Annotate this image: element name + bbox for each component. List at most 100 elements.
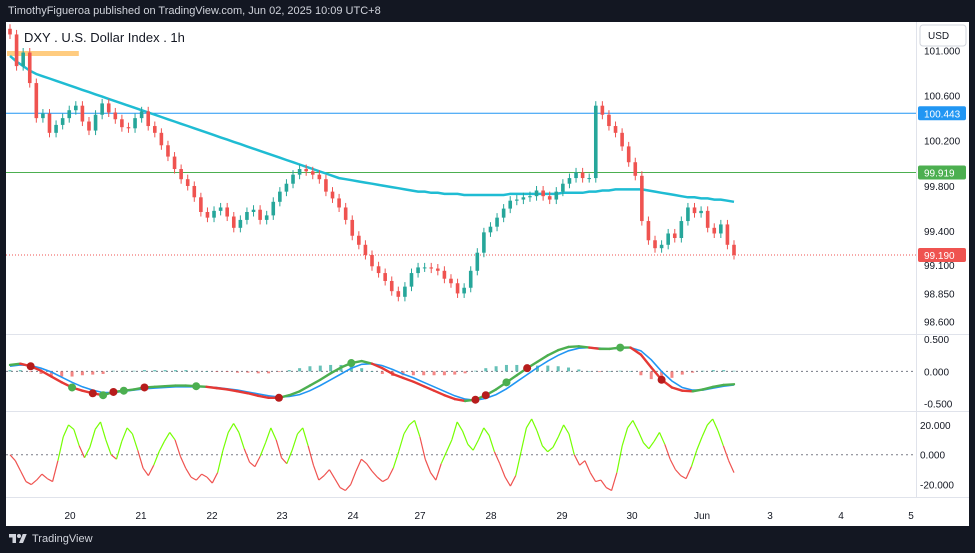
tradingview-brand[interactable]: TradingView	[32, 533, 93, 545]
time-tick-label: 4	[838, 511, 844, 522]
osc-histogram-bar	[225, 371, 229, 373]
mom-segment	[291, 433, 299, 451]
candle-body	[87, 121, 91, 131]
osc-histogram-bar	[256, 371, 260, 374]
price-label-box	[918, 247, 966, 262]
osc-histogram-bar	[308, 366, 312, 372]
osc-fast-segment	[639, 353, 653, 369]
candle-body	[567, 178, 572, 184]
osc-fast-segment	[701, 385, 715, 391]
candle-body	[14, 34, 19, 67]
osc-histogram-bar	[60, 371, 64, 377]
osc-histogram-bar	[111, 370, 115, 372]
osc-fast-segment	[536, 354, 550, 363]
candle-body	[495, 217, 499, 227]
candle-body	[185, 179, 190, 186]
candle-body	[422, 267, 427, 269]
osc-cross-marker	[68, 383, 77, 392]
osc-histogram-bar	[194, 370, 198, 372]
candle-body	[468, 270, 473, 288]
candle-body	[146, 111, 151, 127]
osc-fast-segment	[381, 366, 394, 376]
mom-segment	[627, 420, 634, 429]
osc-fast-segment	[236, 390, 250, 395]
candle-body	[389, 280, 394, 292]
mom-segment	[493, 451, 501, 464]
candle-body	[317, 174, 322, 180]
mom-segment	[461, 430, 469, 445]
time-tick-label: 27	[414, 511, 426, 522]
mom-segment	[382, 478, 389, 483]
candle-body	[436, 268, 440, 271]
candle-body	[350, 219, 355, 236]
mom-segment	[36, 473, 43, 481]
candle-body	[732, 244, 736, 255]
candle-body	[416, 267, 420, 274]
candle-body	[640, 175, 644, 222]
mom-segment	[339, 487, 346, 492]
osc-cross-marker	[274, 393, 283, 402]
candle-body	[8, 28, 12, 35]
osc-cross-marker	[657, 375, 666, 384]
candle-body	[245, 211, 249, 220]
mom-segment	[717, 430, 724, 447]
mom-segment	[467, 443, 474, 451]
candle-body	[74, 105, 78, 111]
mom-segment	[371, 470, 378, 478]
osc-histogram-bar	[649, 371, 653, 380]
candle-body	[580, 172, 585, 179]
mom-segment	[270, 427, 277, 441]
mom-segment	[472, 439, 480, 451]
time-tick-label: 29	[556, 511, 568, 522]
osc-fast-segment	[205, 385, 219, 390]
osc-histogram-bar	[556, 366, 560, 372]
osc-histogram-bar	[80, 371, 84, 376]
candle-body	[297, 169, 302, 175]
mom-segment	[126, 427, 133, 435]
mom-segment	[653, 432, 660, 442]
price-axis[interactable]: 101.000100.600100.20099.80099.40099.1009…	[924, 46, 961, 328]
osc-cross-marker	[616, 343, 625, 352]
mom-segment	[302, 427, 309, 446]
osc-fast-segment	[329, 366, 343, 375]
candle-body	[633, 162, 638, 176]
osc-histogram-bar	[298, 368, 302, 372]
candle-body	[403, 286, 407, 297]
mom-segment	[392, 451, 400, 469]
mom-segment	[674, 469, 682, 477]
currency-box[interactable]	[919, 24, 967, 47]
osc-histogram-bar	[236, 371, 240, 373]
tradingview-logo-icon[interactable]	[8, 532, 28, 546]
mom-segment	[254, 455, 261, 467]
osc-fast-segment	[453, 397, 467, 403]
osc-fast-segment	[163, 384, 177, 388]
mom-segment	[557, 424, 565, 438]
mom-segment	[350, 470, 357, 485]
candle-body	[133, 118, 137, 129]
mom-tick-label: -20.000	[920, 481, 954, 492]
ma-line	[9, 54, 735, 204]
osc-cross-marker	[471, 395, 480, 404]
mom-segment	[696, 436, 703, 451]
attribution-bar: TimothyFigueroa published on TradingView…	[0, 0, 975, 22]
osc-histogram-bar	[701, 370, 705, 372]
osc-cross-marker	[192, 382, 201, 391]
mom-segment	[600, 479, 607, 488]
time-axis[interactable]: 20 21 22 23 24 27 28 29 30 Jun 3 4 5	[64, 511, 914, 522]
mom-segment	[632, 420, 639, 432]
time-tick-label: 21	[135, 511, 147, 522]
mom-segment	[408, 419, 415, 426]
candle-body	[225, 207, 230, 217]
candle-body	[646, 221, 651, 241]
candle-body	[113, 112, 118, 120]
time-tick-label: 30	[626, 511, 638, 522]
mom-segment	[185, 467, 192, 478]
oscillator-pane: 0.500 0.000 -0.500	[6, 335, 953, 411]
momentum-pane: 20.000 0.000 -20.000	[6, 418, 954, 492]
osc-fast-segment	[443, 394, 456, 401]
mom-segment	[227, 423, 235, 433]
candle-body	[27, 52, 32, 84]
mom-segment	[637, 430, 645, 444]
osc-histogram-bar	[39, 371, 43, 374]
osc-fast-segment	[670, 386, 684, 392]
